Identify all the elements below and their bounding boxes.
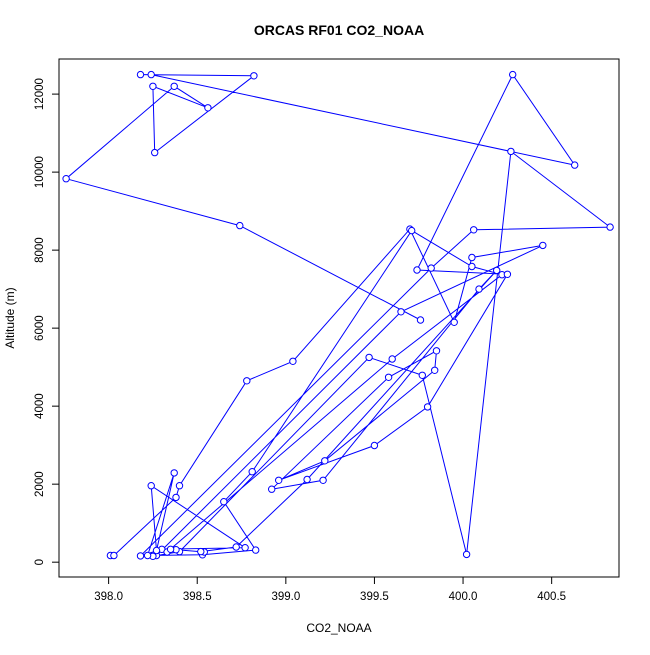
data-point — [427, 264, 435, 272]
data-point — [152, 546, 161, 555]
y-tick-label: 12000 — [34, 78, 46, 110]
x-tick-label: 399.5 — [360, 591, 389, 603]
x-axis-label: CO2_NOAA — [306, 621, 371, 635]
data-point — [503, 270, 512, 278]
series-layer — [62, 70, 614, 560]
data-point — [388, 355, 396, 363]
y-axis-label: Altitude (m) — [3, 287, 17, 348]
data-point — [241, 544, 249, 552]
data-point — [431, 366, 439, 374]
y-tick-label: 2000 — [34, 471, 46, 497]
data-point — [243, 377, 251, 385]
y-tick-label: 8000 — [34, 237, 46, 263]
y-tick-label: 10000 — [34, 156, 46, 188]
data-point — [220, 498, 228, 506]
x-tick-label: 400.0 — [449, 591, 478, 603]
data-point — [236, 221, 244, 230]
data-point — [370, 441, 379, 450]
data-point — [62, 175, 70, 183]
y-axis: 0 2000 4000 6000 8000 10000 12000 — [34, 78, 60, 565]
data-point — [197, 547, 205, 556]
data-point — [252, 546, 260, 554]
data-point — [170, 469, 178, 477]
data-point — [432, 347, 441, 355]
data-point — [413, 266, 421, 274]
data-point — [147, 70, 155, 79]
data-point — [204, 104, 212, 112]
data-point — [151, 148, 159, 157]
data-point — [468, 262, 476, 271]
x-tick-label: 398.5 — [183, 591, 212, 603]
data-point — [175, 482, 184, 490]
x-tick-label: 398.0 — [94, 591, 123, 603]
data-point — [136, 552, 145, 560]
x-tick-label: 399.0 — [271, 591, 300, 603]
data-point — [248, 468, 256, 476]
data-point — [470, 226, 478, 234]
y-tick-label: 0 — [34, 559, 46, 565]
data-point — [462, 550, 471, 559]
data-point — [493, 266, 501, 275]
data-point — [110, 551, 118, 560]
data-point — [319, 476, 327, 484]
data-point — [321, 457, 329, 465]
data-point — [509, 70, 517, 79]
data-point — [275, 476, 283, 484]
data-point — [289, 357, 297, 365]
data-point — [384, 373, 393, 381]
data-point — [450, 318, 458, 326]
x-tick-label: 400.5 — [537, 591, 566, 603]
data-point — [507, 147, 515, 156]
data-point — [365, 353, 373, 362]
data-point — [468, 253, 476, 262]
y-tick-label: 4000 — [34, 393, 46, 419]
data-point — [408, 226, 416, 235]
data-point — [303, 475, 311, 484]
data-point — [232, 543, 240, 551]
data-point — [475, 285, 483, 293]
data-point — [147, 482, 155, 490]
data-point — [149, 82, 157, 91]
data-point — [136, 70, 145, 79]
data-point — [250, 72, 258, 80]
data-point — [143, 551, 152, 560]
data-point — [166, 545, 175, 553]
data-point — [606, 223, 614, 231]
data-point — [418, 371, 426, 379]
x-axis: 398.0 398.5 399.0 399.5 400.0 400.5 — [94, 576, 566, 603]
data-point — [172, 493, 180, 502]
data-point — [571, 161, 579, 169]
data-point — [539, 241, 547, 250]
data-point — [397, 308, 405, 316]
data-point — [416, 316, 425, 324]
data-point — [423, 403, 432, 411]
data-point — [268, 485, 276, 493]
chart-title: ORCAS RF01 CO2_NOAA — [254, 22, 424, 38]
data-point — [170, 82, 178, 91]
y-tick-label: 6000 — [34, 315, 46, 341]
